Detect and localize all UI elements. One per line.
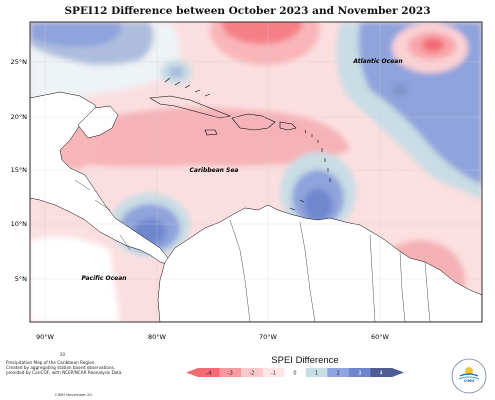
footer-id: CIMH November-20 [55,392,92,397]
colorbar-tick-label: 4 [380,371,383,377]
x-axis-labels: 90°W 80°W 70°W 60°W [36,333,390,341]
map-title: SPEI12 Difference between October 2023 a… [64,5,431,17]
colorbar-tick-label: 3 [358,371,361,377]
x-tick-label: 80°W [148,333,167,341]
colorbar-tick-label: -2 [249,371,254,377]
colorbar-segment [370,368,393,377]
country-borders [74,179,431,322]
colorbar-segment [305,368,328,377]
x-tick-label: 90°W [36,333,55,341]
y-tick-label: 25°N [11,58,28,66]
y-tick-label: 5°N [15,275,27,283]
x-tick-label: 70°W [259,333,278,341]
grid [30,22,482,322]
y-tick-label: 20°N [11,113,28,121]
y-tick-label: 15°N [11,166,28,174]
colorbar: -4 -3 -2 -1 0 1 2 3 4 [186,368,404,377]
colorbar-arrow-right [392,368,404,377]
cimh-logo [451,358,487,394]
footer-number: 20 [60,352,66,357]
footer-note: Precipitation Map of the Caribbean Regio… [6,360,156,376]
footer-line: Precipitation Map of the Caribbean Regio… [6,360,96,365]
colorbar-segment [284,368,307,377]
colorbar-segment [219,368,242,377]
x-tick-label: 60°W [371,333,390,341]
colorbar-segment [262,368,285,377]
footer-line: Created by aggregating station based obs… [6,365,116,371]
y-tick-label: 10°N [11,220,28,228]
pacific-ocean-label: Pacific Ocean [81,275,126,282]
caribbean-sea-label: Caribbean Sea [190,167,239,174]
footer-line: provided by CariCOF, with NCEP/NCAR Rean… [6,370,123,376]
colorbar-tick-label: -1 [271,371,276,377]
atlantic-ocean-label: Atlantic Ocean [352,58,402,65]
colorbar-segment [198,368,221,377]
y-axis-labels: 25°N 20°N 15°N 10°N 5°N [11,58,28,283]
colorbar-tick-label: -3 [228,371,233,377]
spei-field [30,22,482,322]
colorbar-segment [348,368,371,377]
colorbar-segment [241,368,264,377]
land-outlines [30,91,482,322]
colorbar-segment [327,368,350,377]
map-frame [29,21,483,323]
colorbar-tick-label: 2 [337,371,340,377]
colorbar-tick-label: -4 [206,371,211,377]
colorbar-arrow-left [186,368,198,377]
colorbar-tick-label: 1 [315,371,318,377]
legend-title: SPEI Difference [271,355,339,366]
logo-text: CIMH [463,379,475,383]
colorbar-tick-label: 0 [293,371,296,377]
